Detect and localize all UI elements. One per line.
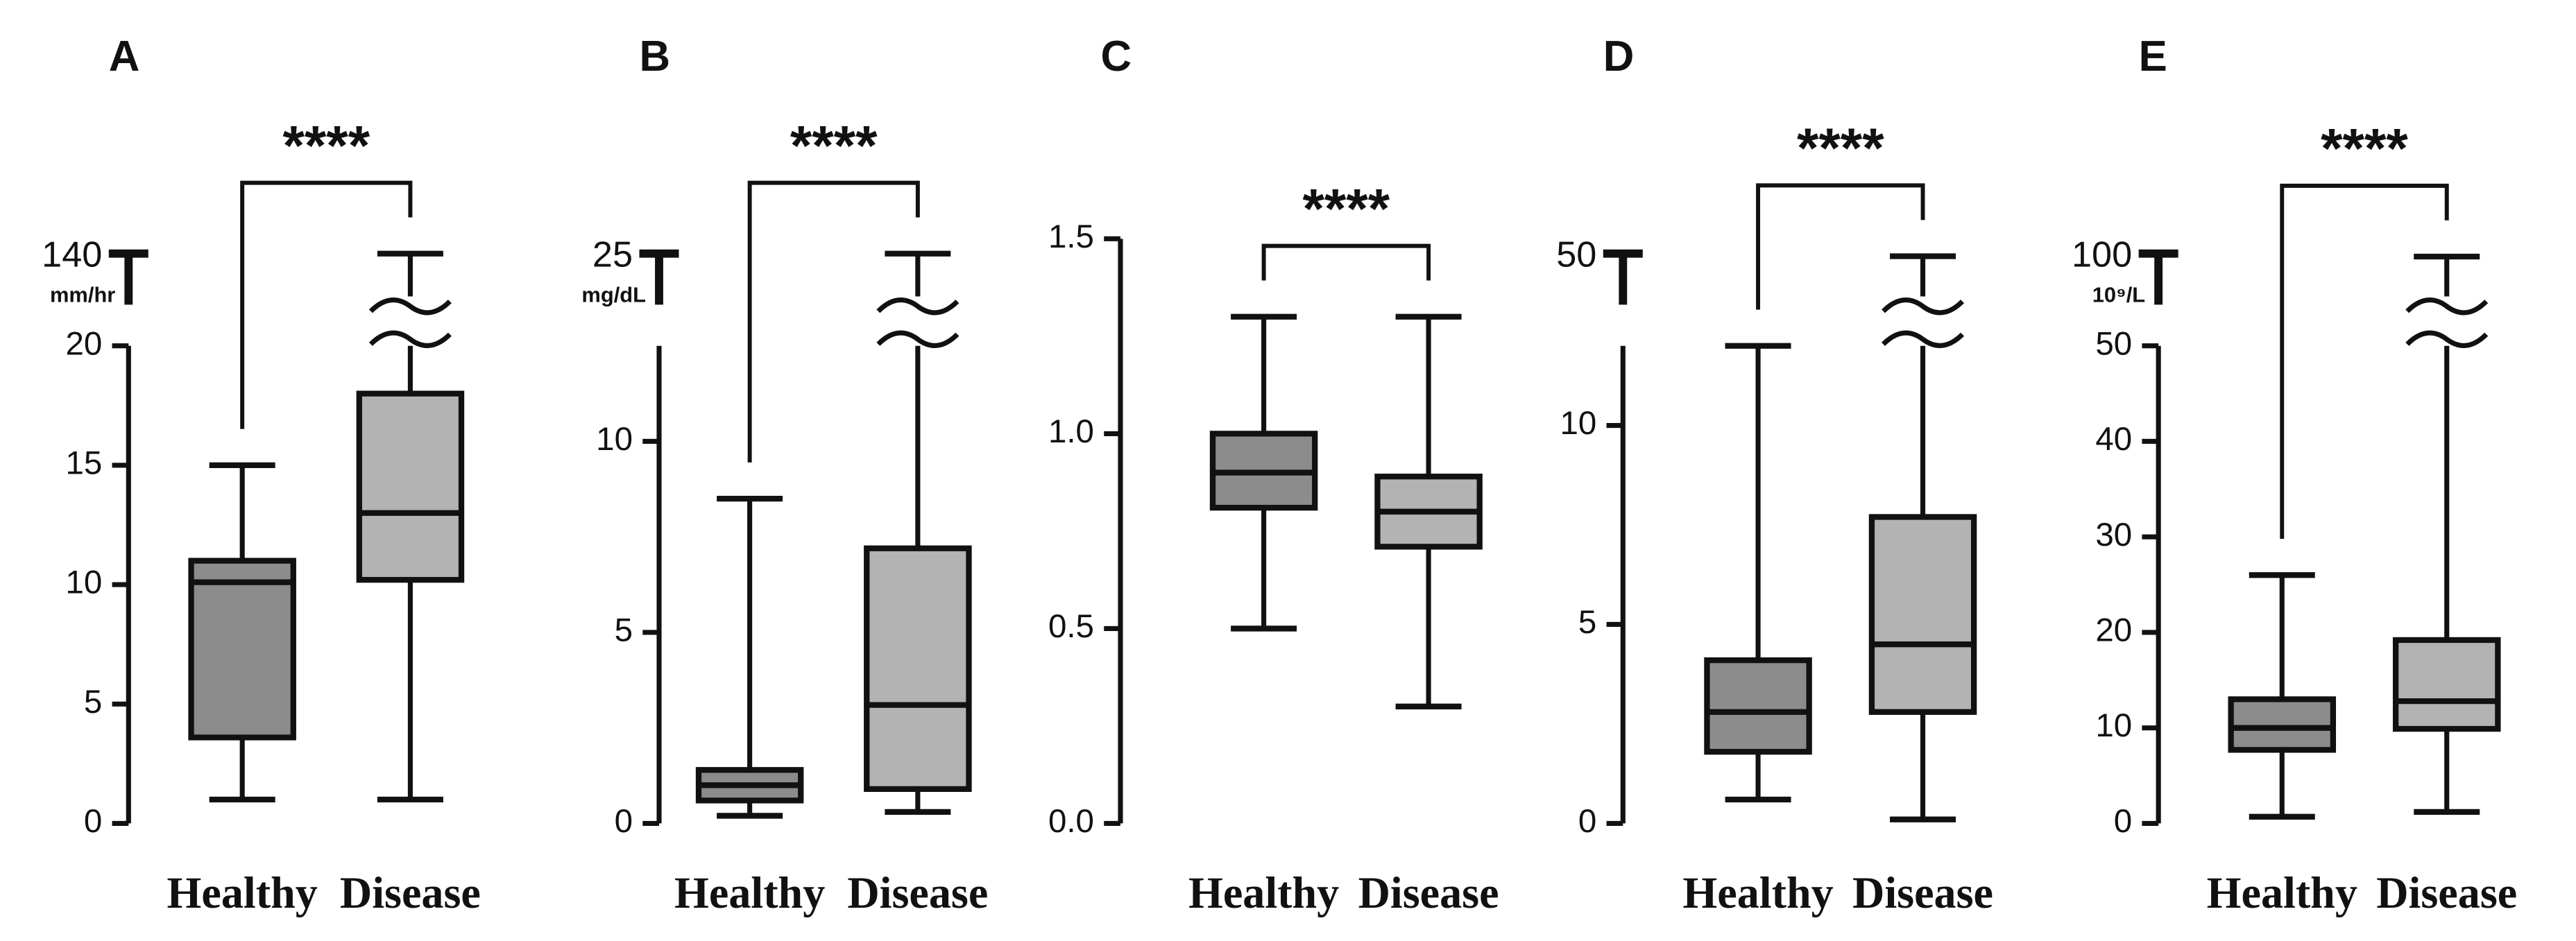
y-break-tick-label: 25: [592, 234, 633, 275]
panel-label: E: [2139, 33, 2167, 80]
y-tick-label: 5: [615, 612, 633, 648]
y-tick-label: 15: [65, 444, 102, 481]
y-break-tick-label: 50: [1556, 234, 1596, 275]
break-mark: [876, 297, 959, 316]
x-category-label: Disease: [1358, 868, 1499, 917]
y-tick-label: 0.0: [1048, 803, 1094, 840]
break-mark: [368, 330, 452, 348]
significance-label: ****: [2321, 118, 2408, 180]
y-tick-label: 1.5: [1048, 218, 1094, 255]
y-break-tick-label: 100: [2072, 234, 2132, 275]
box: [356, 390, 465, 583]
box: [2228, 696, 2337, 753]
significance-bracket: [240, 180, 413, 429]
y-unit: 10⁹/L: [2092, 283, 2145, 307]
panel-label: B: [640, 33, 671, 80]
y-tick-label: 0: [615, 803, 633, 840]
y-tick-label: 0: [2114, 803, 2132, 840]
box: [188, 558, 296, 741]
y-break-tick-label: 140: [42, 234, 102, 275]
break-mark: [876, 330, 959, 348]
panel-label: D: [1603, 33, 1635, 80]
significance-bracket: [1261, 243, 1431, 281]
significance-bracket: [2280, 183, 2449, 539]
y-tick-label: 1.0: [1048, 413, 1094, 450]
significance-bracket: [747, 180, 920, 463]
significance-label: ****: [282, 114, 370, 177]
y-tick-label: 10: [596, 421, 633, 458]
x-category-label: Healthy: [1682, 868, 1833, 917]
x-category-label: Disease: [1852, 868, 1993, 917]
significance-label: ****: [790, 114, 878, 177]
box: [1704, 657, 1812, 755]
y-tick-label: 5: [84, 684, 102, 720]
x-category-label: Healthy: [1188, 868, 1339, 917]
break-mark: [2405, 297, 2489, 316]
y-tick-label: 50: [2095, 325, 2132, 362]
box: [864, 545, 972, 793]
x-category-label: Disease: [340, 868, 481, 917]
significance-label: ****: [1797, 117, 1884, 180]
y-tick-label: 40: [2095, 421, 2132, 458]
break-mark: [1882, 330, 1965, 348]
x-category-label: Healthy: [2207, 868, 2357, 917]
y-unit: mg/dL: [581, 283, 646, 307]
y-tick-label: 10: [65, 564, 102, 601]
break-mark: [368, 297, 452, 316]
panel-label: A: [109, 33, 140, 80]
y-tick-label: 20: [65, 325, 102, 362]
x-category-label: Healthy: [674, 868, 825, 917]
significance-label: ****: [1302, 178, 1390, 240]
break-mark: [2405, 330, 2489, 348]
box: [1868, 514, 1977, 715]
y-tick-label: 30: [2095, 517, 2132, 553]
y-unit: mm/hr: [50, 283, 115, 307]
y-tick-label: 10: [2095, 707, 2132, 744]
y-tick-label: 0: [1578, 803, 1596, 840]
y-tick-label: 5: [1578, 604, 1596, 641]
x-category-label: Disease: [2376, 868, 2517, 917]
significance-bracket: [1756, 183, 1925, 310]
break-mark: [1882, 297, 1965, 316]
y-tick-label: 20: [2095, 612, 2132, 648]
y-tick-label: 0: [84, 803, 102, 840]
y-tick-label: 10: [1560, 405, 1596, 442]
box: [2392, 637, 2501, 732]
panel-label: C: [1100, 33, 1132, 80]
x-category-label: Healthy: [167, 868, 318, 917]
x-category-label: Disease: [847, 868, 988, 917]
y-tick-label: 0.5: [1048, 608, 1094, 645]
